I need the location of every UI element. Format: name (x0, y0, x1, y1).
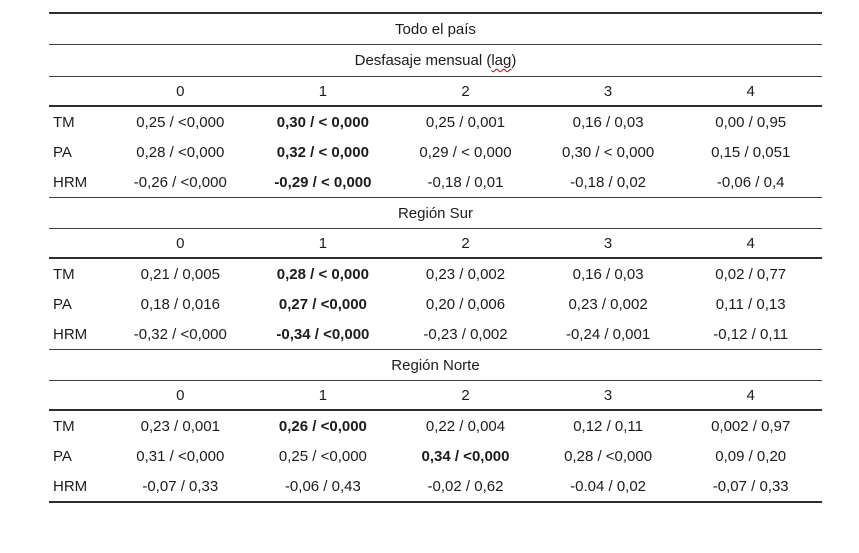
data-cell: 0,28 / <0,000 (136, 143, 225, 161)
row-label: TM (53, 113, 75, 131)
data-cell: 0,34 / <0,000 (421, 447, 510, 465)
row-label: PA (53, 295, 72, 313)
lag-subtitle-suffix: ) (511, 52, 517, 69)
data-cell: 0,21 / 0,005 (140, 265, 220, 283)
section-title: Todo el país (395, 20, 476, 38)
lag-subtitle-prefix: Desfasaje mensual ( (354, 52, 492, 69)
data-cell: -0.04 / 0,02 (570, 477, 647, 495)
data-cell: 0,09 / 0,20 (715, 447, 787, 465)
row-label: HRM (53, 477, 88, 495)
lag-header-cell: 0 (176, 82, 185, 100)
lag-header-cell: 0 (176, 234, 185, 252)
data-cell: 0,32 / < 0,000 (276, 143, 369, 161)
correlation-table: Todo el país Desfasaje mensual (lag) 0 1… (49, 12, 822, 503)
table-row: PA 0,18 / 0,016 0,27 / <0,000 0,20 / 0,0… (49, 289, 822, 319)
lag-header-cell: 1 (318, 234, 328, 252)
row-label: HRM (53, 173, 88, 191)
data-cell: 0,23 / 0,002 (568, 295, 648, 313)
row-label: HRM (53, 325, 88, 343)
row-label: PA (53, 447, 72, 465)
data-cell: 0,18 / 0,016 (140, 295, 220, 313)
lag-header-cell: 4 (746, 82, 755, 100)
row-label: PA (53, 143, 72, 161)
data-cell: -0,34 / <0,000 (276, 325, 370, 343)
lag-header-cell: 0 (176, 386, 185, 404)
data-cell: 0,002 / 0,97 (711, 417, 791, 435)
table-row: TM 0,23 / 0,001 0,26 / <0,000 0,22 / 0,0… (49, 411, 822, 441)
lag-subtitle: Desfasaje mensual (lag) (355, 52, 517, 69)
lag-header-cell: 2 (461, 386, 470, 404)
data-cell: 0,30 / < 0,000 (562, 143, 655, 161)
data-cell: 0,30 / < 0,000 (276, 113, 369, 131)
data-cell: 0,25 / <0,000 (136, 113, 225, 131)
lag-header-cell: 2 (461, 82, 470, 100)
section-title-row: Región Sur (49, 198, 822, 229)
section-title: Región Norte (391, 356, 480, 374)
lag-header-cell: 4 (746, 386, 755, 404)
data-cell: 0,20 / 0,006 (425, 295, 506, 313)
data-cell: 0,28 / <0,000 (564, 447, 653, 465)
data-cell: 0,26 / <0,000 (278, 417, 367, 435)
lag-header-cell: 3 (603, 386, 613, 404)
data-cell: -0,26 / <0,000 (133, 173, 227, 191)
lag-subtitle-row: Desfasaje mensual (lag) (49, 45, 822, 77)
data-cell: -0,02 / 0,62 (427, 477, 504, 495)
table-row: HRM -0,07 / 0,33 -0,06 / 0,43 -0,02 / 0,… (49, 471, 822, 503)
table-row: TM 0,21 / 0,005 0,28 / < 0,000 0,23 / 0,… (49, 259, 822, 289)
lag-header-cell: 1 (318, 82, 328, 100)
lag-header-cell: 4 (746, 234, 755, 252)
data-cell: 0,16 / 0,03 (572, 265, 644, 283)
data-cell: -0,07 / 0,33 (142, 477, 219, 495)
data-cell: 0,15 / 0,051 (711, 143, 791, 161)
data-cell: -0,06 / 0,43 (284, 477, 361, 495)
data-cell: -0,18 / 0,02 (570, 173, 647, 191)
lag-header-cell: 3 (603, 82, 613, 100)
section-title-row: Todo el país (49, 14, 822, 45)
data-cell: 0,22 / 0,004 (425, 417, 506, 435)
table-row: HRM -0,32 / <0,000 -0,34 / <0,000 -0,23 … (49, 319, 822, 350)
lag-header-row: 0 1 2 3 4 (49, 381, 822, 411)
lag-header-row: 0 1 2 3 4 (49, 77, 822, 107)
data-cell: 0,25 / 0,001 (425, 113, 506, 131)
data-cell: -0,18 / 0,01 (427, 173, 504, 191)
data-cell: 0,29 / < 0,000 (419, 143, 512, 161)
lag-header-row: 0 1 2 3 4 (49, 229, 822, 259)
data-cell: 0,02 / 0,77 (715, 265, 787, 283)
section-title-row: Región Norte (49, 350, 822, 381)
data-cell: -0,24 / 0,001 (565, 325, 651, 343)
section-title: Región Sur (397, 204, 474, 222)
data-cell: 0,16 / 0,03 (572, 113, 644, 131)
data-cell: 0,11 / 0,13 (715, 295, 786, 313)
row-label: TM (53, 265, 75, 283)
table-row: PA 0,28 / <0,000 0,32 / < 0,000 0,29 / <… (49, 137, 822, 167)
data-cell: -0,29 / < 0,000 (274, 173, 372, 191)
data-cell: 0,00 / 0,95 (715, 113, 787, 131)
data-cell: 0,23 / 0,001 (140, 417, 220, 435)
data-cell: 0,27 / <0,000 (278, 295, 367, 313)
misspelled-word: lag (491, 52, 512, 69)
table-row: HRM -0,26 / <0,000 -0,29 / < 0,000 -0,18… (49, 167, 822, 198)
table-row: TM 0,25 / <0,000 0,30 / < 0,000 0,25 / 0… (49, 107, 822, 137)
lag-header-cell: 1 (318, 386, 328, 404)
data-cell: -0,32 / <0,000 (133, 325, 227, 343)
data-cell: -0,07 / 0,33 (712, 477, 789, 495)
data-cell: 0,12 / 0,11 (573, 417, 643, 435)
row-label: TM (53, 417, 75, 435)
lag-header-cell: 3 (603, 234, 613, 252)
data-cell: 0,28 / < 0,000 (276, 265, 369, 283)
data-cell: 0,31 / <0,000 (136, 447, 225, 465)
data-cell: 0,23 / 0,002 (425, 265, 506, 283)
data-cell: -0,06 / 0,4 (716, 173, 785, 191)
lag-header-cell: 2 (461, 234, 470, 252)
data-cell: 0,25 / <0,000 (278, 447, 367, 465)
data-cell: -0,23 / 0,002 (423, 325, 508, 343)
table-row: PA 0,31 / <0,000 0,25 / <0,000 0,34 / <0… (49, 441, 822, 471)
data-cell: -0,12 / 0,11 (713, 325, 789, 343)
